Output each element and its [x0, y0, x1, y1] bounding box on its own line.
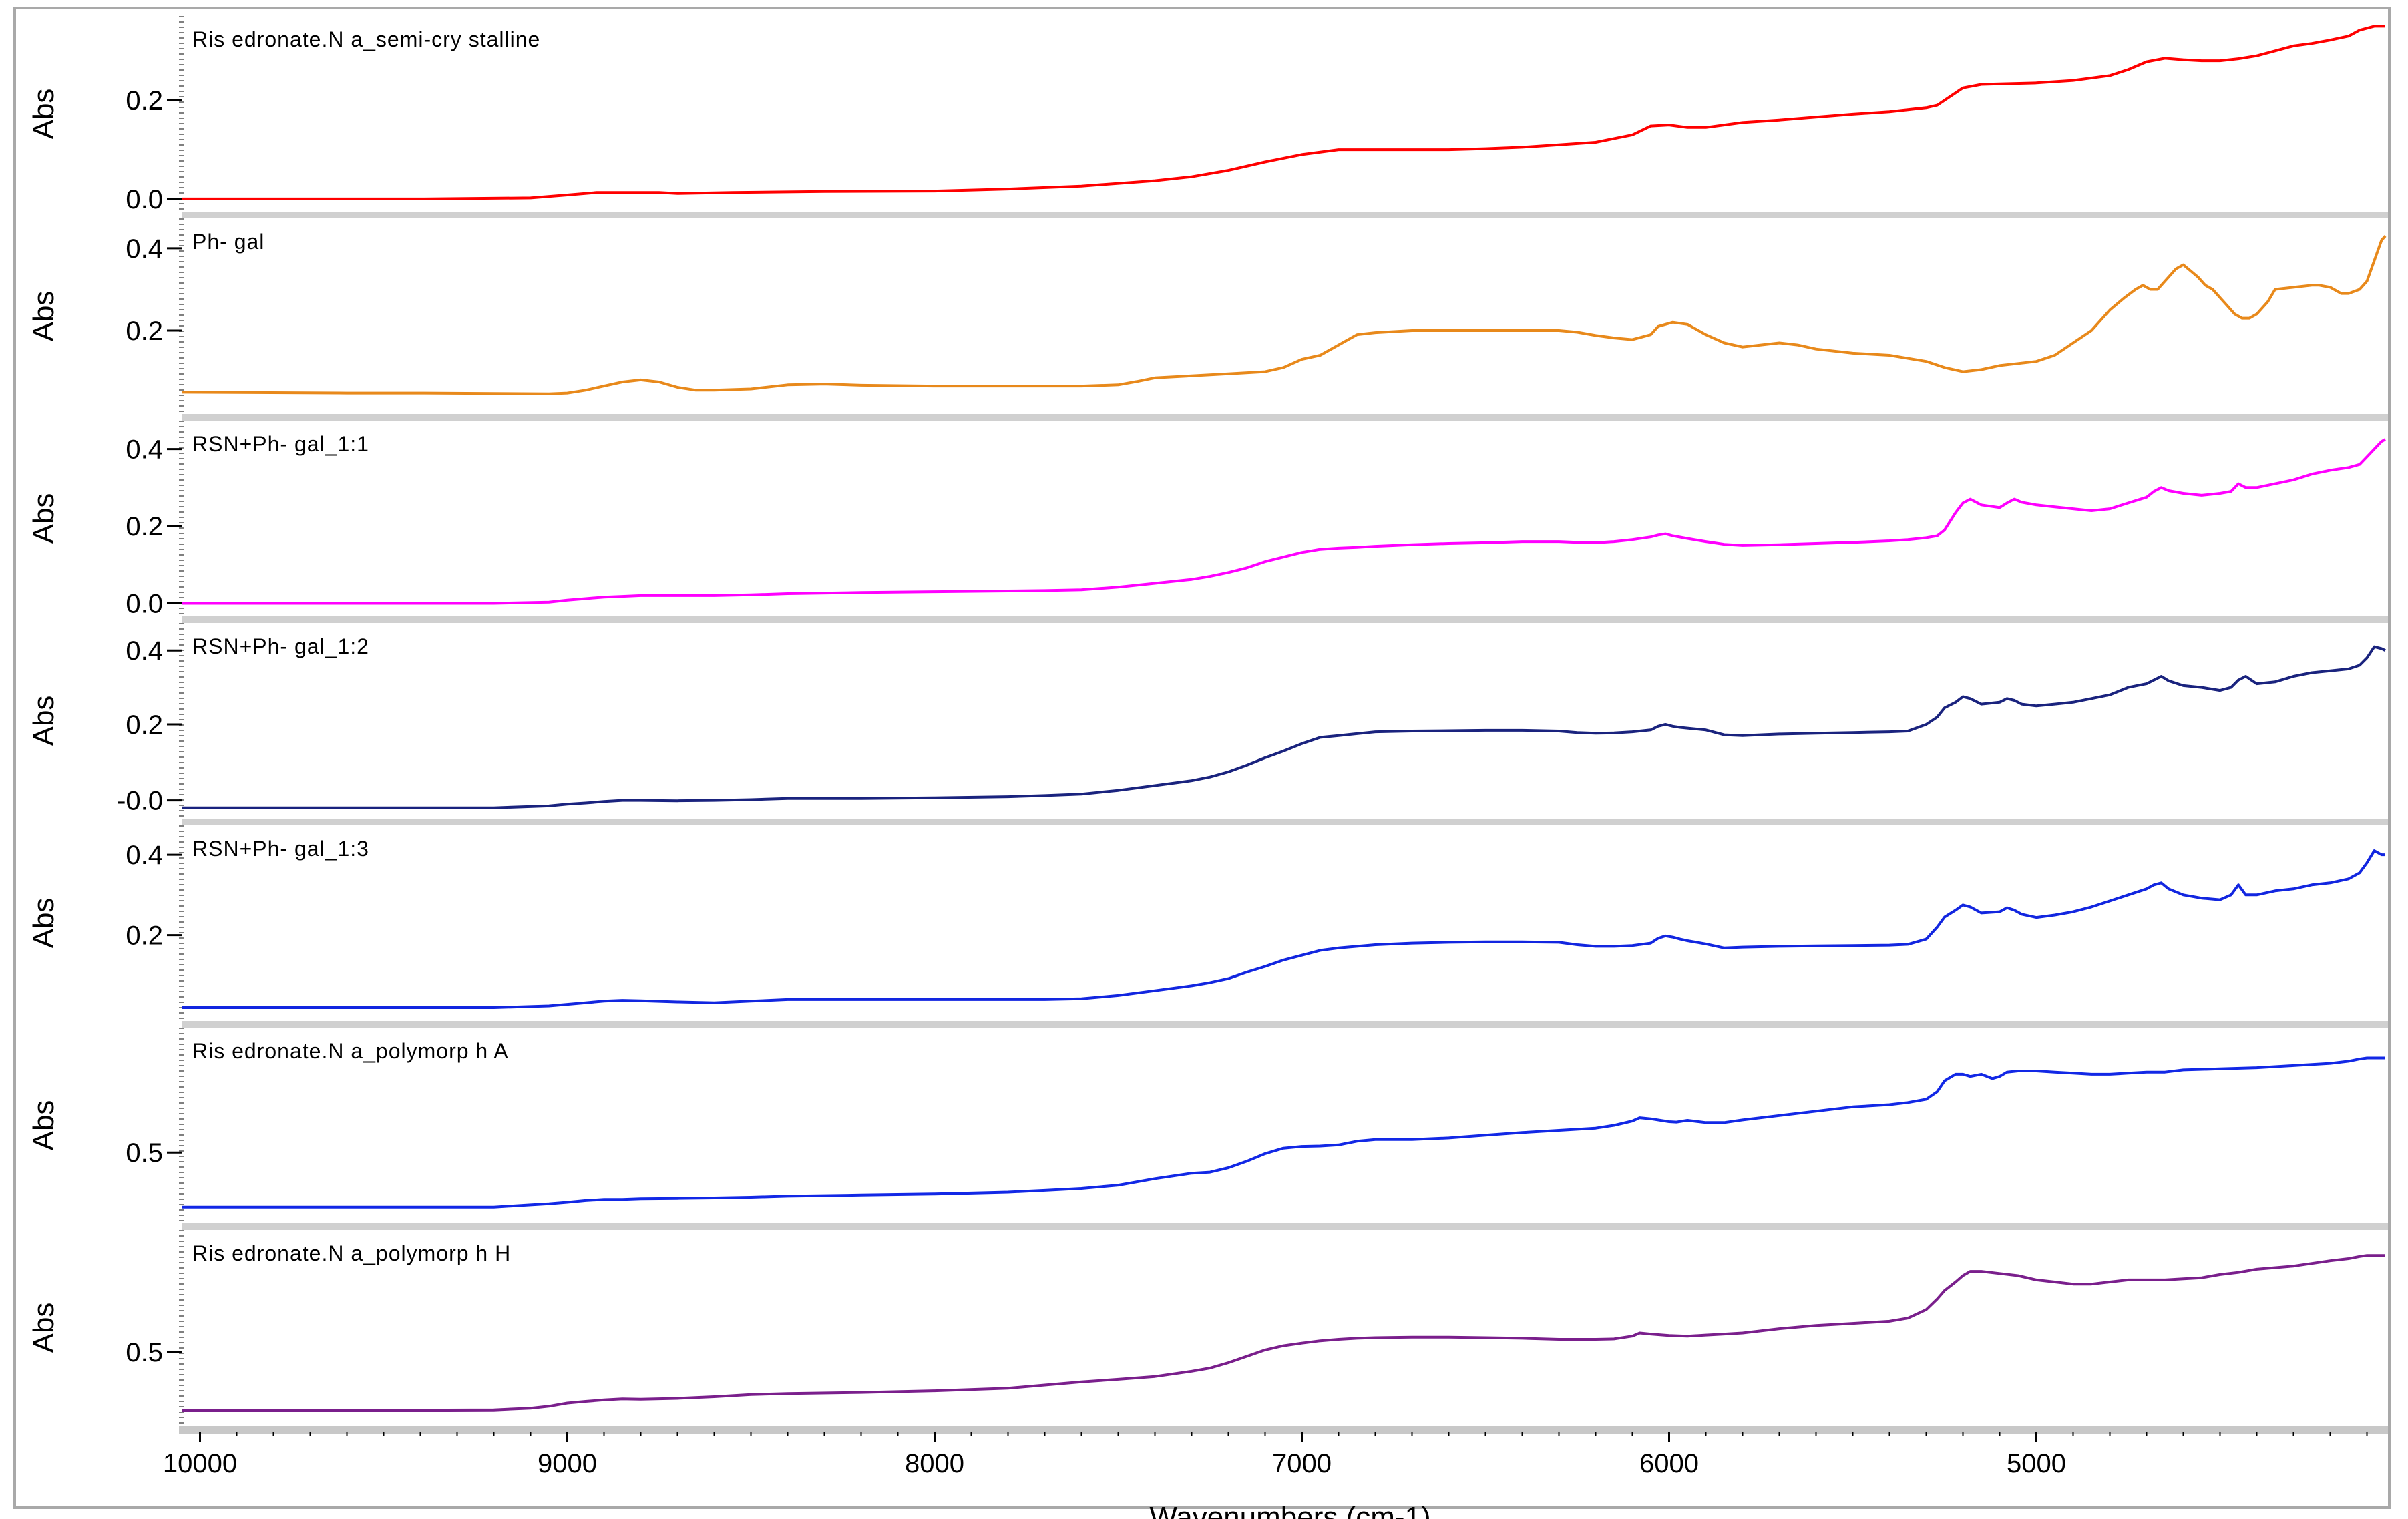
y-tick-label: 0.5 — [126, 1138, 163, 1168]
panel-4: -0.0 0.2 0.4 Abs RSN+Ph- gal_1:2 — [27, 623, 2388, 825]
x-tick-label: 7000 — [1272, 1449, 1332, 1478]
panels-group: 0.0 0.2 Abs Ris edronate.N a_semi-cry stall… — [27, 16, 2388, 1426]
series-line — [181, 235, 2387, 395]
x-tick-label: 5000 — [2007, 1449, 2066, 1478]
y-tick-label: 0.4 — [126, 435, 163, 465]
series-line — [182, 645, 2386, 809]
panel-separator — [182, 1223, 2388, 1230]
y-tick-label: 0.2 — [126, 316, 163, 346]
series-line — [182, 25, 2385, 200]
panel-label: RSN+Ph- gal_1:3 — [192, 837, 369, 861]
panel-5: 0.2 0.4 Abs RSN+Ph- gal_1:3 — [27, 825, 2388, 1028]
y-tick-label: 0.4 — [126, 636, 163, 666]
panel-7: 0.5 Abs Ris edronate.N a_polymorp h H — [27, 1230, 2385, 1426]
panel-separator — [182, 616, 2388, 623]
y-axis-label: Abs — [27, 1100, 60, 1151]
x-tick-label: 6000 — [1639, 1449, 1699, 1478]
y-axis-label: Abs — [27, 493, 60, 544]
panel-label: Ph- gal — [192, 230, 264, 254]
series-line — [182, 1254, 2385, 1412]
y-axis-label: Abs — [27, 696, 60, 746]
panel-separator — [182, 1021, 2388, 1028]
panel-label: RSN+Ph- gal_1:1 — [192, 432, 369, 456]
x-axis-label: Wavenumbers (cm-1) — [1149, 1501, 1430, 1519]
panel-2: 0.2 0.4 Abs Ph- gal — [27, 218, 2388, 421]
panel-label: Ris edronate.N a_polymorp h A — [192, 1039, 509, 1063]
series-line — [182, 849, 2385, 1009]
series-line — [182, 1056, 2385, 1209]
y-tick-label: 0.5 — [126, 1338, 163, 1367]
x-tick-label: 10000 — [163, 1449, 237, 1478]
panel-label: Ris edronate.N a_polymorp h H — [192, 1241, 511, 1265]
panel-3: 0.0 0.2 0.4 Abs RSN+Ph- gal_1:1 — [27, 421, 2388, 623]
y-tick-label: 0.0 — [126, 185, 163, 214]
x-tick-label: 8000 — [905, 1449, 964, 1478]
y-tick-label: 0.2 — [126, 710, 163, 740]
y-tick-label: 0.2 — [126, 512, 163, 541]
panel-separator — [182, 212, 2388, 218]
y-tick-label: 0.4 — [126, 234, 163, 264]
y-tick-label: -0.0 — [117, 787, 163, 816]
y-axis-label: Abs — [27, 898, 60, 949]
y-tick-label: 0.0 — [126, 589, 163, 618]
series-line — [182, 438, 2386, 605]
y-axis-label: Abs — [27, 291, 60, 342]
x-axis: 10000 9000 8000 7000 6000 5000 — [163, 1426, 2388, 1478]
y-axis-label: Abs — [27, 1303, 60, 1353]
chart-frame — [13, 7, 2391, 1509]
y-tick-label: 0.4 — [126, 841, 163, 870]
panel-1: 0.0 0.2 Abs Ris edronate.N a_semi-cry stall… — [27, 16, 2388, 218]
panel-6: 0.5 Abs Ris edronate.N a_polymorp h A — [27, 1028, 2388, 1230]
x-axis-line — [179, 1426, 2388, 1434]
x-tick-label: 9000 — [538, 1449, 597, 1478]
y-axis-label: Abs — [27, 89, 60, 140]
panel-separator — [182, 414, 2388, 421]
y-tick-label: 0.2 — [126, 921, 163, 951]
panel-label: Ris edronate.N a_semi-cry stalline — [192, 27, 540, 51]
panel-separator — [182, 819, 2388, 825]
panel-label: RSN+Ph- gal_1:2 — [192, 634, 369, 658]
y-tick-label: 0.2 — [126, 86, 163, 116]
